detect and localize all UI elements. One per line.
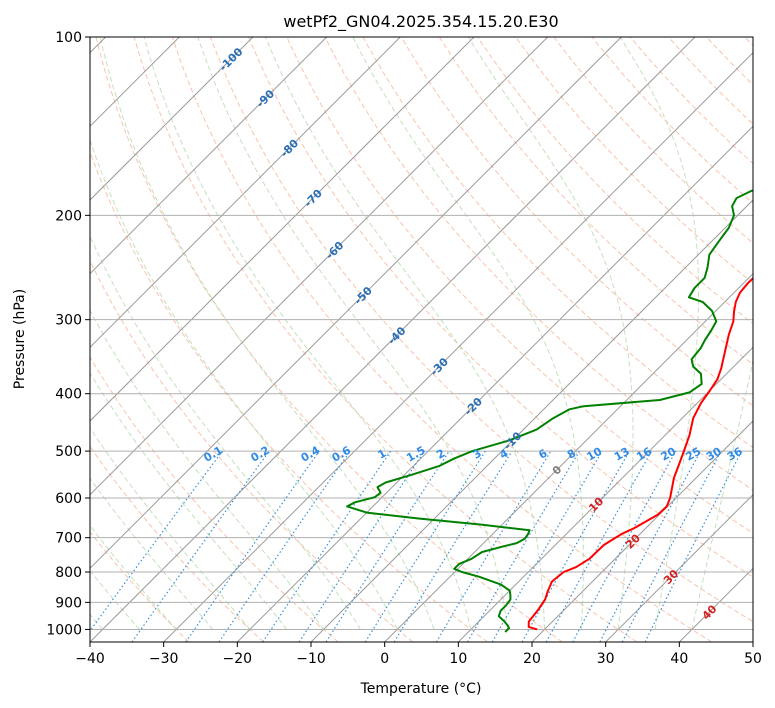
y-tick-label: 100 — [55, 30, 82, 46]
x-axis-title: Temperature (°C) — [360, 681, 482, 697]
mixing-ratio-line — [90, 450, 223, 632]
y-tick-label: 800 — [55, 565, 82, 581]
isotherm-line — [605, 493, 753, 642]
isotherm-line — [90, 37, 622, 570]
dry-adiabat — [248, 37, 753, 578]
x-tick-label: 0 — [380, 651, 389, 667]
isotherm-line — [457, 346, 753, 642]
y-axis-title: Pressure (hPa) — [12, 289, 28, 389]
x-tick-label: 50 — [744, 651, 762, 667]
mixing-ratio-line — [545, 450, 653, 642]
dry-adiabat — [90, 150, 488, 642]
x-tick-label: 30 — [597, 651, 615, 667]
dry-adiabat — [477, 37, 753, 325]
moist-adiabat — [467, 37, 634, 630]
isotherm-line — [90, 37, 475, 422]
isotherm-line — [90, 37, 328, 275]
moist-adiabat — [143, 37, 472, 630]
dry-adiabat — [133, 37, 638, 642]
dry-adiabat — [90, 356, 339, 642]
plot-background — [90, 37, 753, 642]
mixing-ratio-line — [185, 450, 320, 642]
moist-adiabat — [265, 37, 546, 630]
chart-title: wetPf2_GN04.2025.354.15.20.E30 — [283, 12, 558, 32]
plot-frame — [89, 36, 754, 643]
y-tick-label: 500 — [55, 444, 82, 460]
dry-adiabat — [400, 37, 753, 407]
y-tick-label: 1000 — [46, 622, 82, 638]
isotherm-line — [531, 420, 753, 642]
dry-adiabat — [591, 37, 753, 204]
x-axis: −40 −30 −20 −10 0 10 20 30 40 50 — [75, 642, 762, 667]
dry-adiabat — [286, 37, 753, 534]
mixing-ratio-line — [435, 450, 552, 642]
series-lines — [346, 189, 753, 633]
y-tick-label: 200 — [55, 208, 82, 224]
y-tick-label: 600 — [55, 491, 82, 507]
y-tick-label: 300 — [55, 313, 82, 329]
x-tick-label: −30 — [149, 651, 179, 667]
background-lines — [90, 37, 753, 642]
isotherm-line — [163, 51, 753, 642]
dry-adiabat — [438, 37, 753, 366]
moist-adiabat — [619, 37, 699, 630]
x-tick-label: −40 — [75, 651, 105, 667]
moist-adiabat — [99, 37, 435, 630]
dry-adiabat — [210, 37, 753, 623]
dry-adiabat — [324, 37, 753, 491]
mixing-ratio-line — [572, 450, 677, 642]
mixing-ratio-line — [364, 450, 486, 642]
isotherm-line — [90, 37, 696, 642]
y-tick-label: 700 — [55, 531, 82, 547]
dry-adiabat — [90, 531, 190, 642]
mixing-ratio-line — [218, 450, 351, 642]
y-tick-label: 900 — [55, 595, 82, 611]
isotherm-line — [236, 125, 753, 642]
mixing-ratio-line — [521, 450, 631, 642]
mixing-ratio-line — [131, 450, 270, 642]
x-tick-label: 40 — [670, 651, 688, 667]
dewpoint-line — [346, 189, 753, 633]
isotherm-line — [90, 37, 254, 201]
isotherm-line — [752, 641, 753, 642]
isotherm-line — [384, 272, 753, 642]
x-tick-label: −20 — [223, 651, 253, 667]
moist-adiabat — [197, 37, 509, 630]
x-tick-label: 10 — [449, 651, 467, 667]
dry-adiabat — [95, 37, 563, 642]
isotherm-line — [90, 37, 401, 349]
moist-adiabat — [352, 37, 584, 630]
temperature-line — [527, 276, 753, 631]
mixing-ratio-line — [393, 450, 513, 642]
x-tick-label: 20 — [523, 651, 541, 667]
mixing-ratio-line — [491, 450, 603, 642]
moist-adiabat — [691, 358, 753, 630]
x-tick-label: −10 — [296, 651, 326, 667]
dry-adiabat — [171, 37, 712, 642]
y-axis: 100 200 300 400 500 600 700 800 900 1000 — [46, 30, 90, 638]
moist-adiabat — [90, 235, 361, 630]
isotherm-line — [90, 37, 549, 496]
mixing-ratio-line — [325, 450, 450, 642]
dry-adiabat — [553, 37, 753, 244]
isotherm-line — [310, 199, 753, 642]
mixing-ratio-line — [466, 450, 580, 642]
moist-adiabat — [90, 309, 324, 630]
moist-adiabat — [90, 138, 398, 630]
y-tick-label: 400 — [55, 387, 82, 403]
